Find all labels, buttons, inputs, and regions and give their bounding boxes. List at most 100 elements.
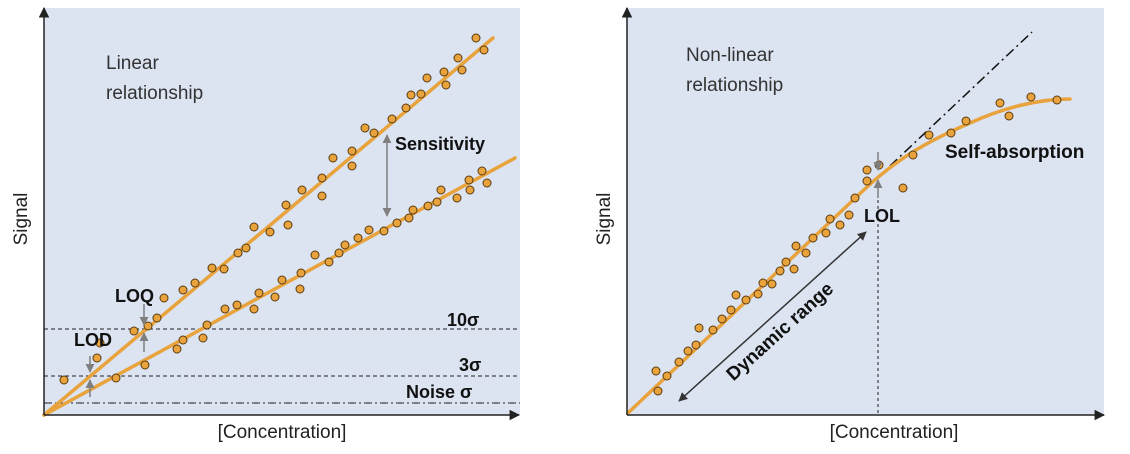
left-panel-label-line1: Linear [106,53,159,74]
nonlinear-data-point [862,165,872,175]
nonlinear-data-point [1052,95,1062,105]
shallow-data-point [364,225,374,235]
nonlinear-data-point [908,150,918,160]
steep-data-point [347,161,357,171]
ten-sigma-label: 10σ [447,310,479,330]
nonlinear-data-point [874,160,884,170]
steep-data-point [219,264,229,274]
nonlinear-data-point [651,366,661,376]
steep-data-point [347,146,357,156]
steep-data-point [471,33,481,43]
shallow-data-point [295,284,305,294]
steep-fit-line [42,36,495,417]
shallow-data-point [232,300,242,310]
steep-data-point [360,123,370,133]
steep-data-point [441,80,451,90]
steep-data-point [207,263,217,273]
shallow-data-point [220,304,230,314]
steep-data-point [439,67,449,77]
shallow-data-point [172,344,182,354]
nonlinear-data-point [961,116,971,126]
steep-data-point [178,285,188,295]
shallow-data-point [452,193,462,203]
shallow-data-point [310,250,320,260]
loq-label: LOQ [115,286,154,306]
nonlinear-data-point [946,128,956,138]
right-panel: Non-linear relationship Self-absorption … [594,6,1106,443]
nonlinear-data-point [995,98,1005,108]
nonlinear-data-point [801,248,811,258]
steep-data-point [143,321,153,331]
steep-data-point [159,293,169,303]
left-shallow-points [111,166,492,383]
right-y-axis-label: Signal [594,193,615,246]
steep-data-point [387,114,397,124]
nonlinear-data-point [683,346,693,356]
shallow-data-point [198,333,208,343]
steep-data-point [59,375,69,385]
dynamic-range-arrow [678,231,867,402]
nonlinear-data-point [898,183,908,193]
shallow-data-point [334,248,344,258]
nonlinear-data-point [821,228,831,238]
steep-data-point [190,278,200,288]
shallow-data-point [111,373,121,383]
shallow-data-point [270,292,280,302]
nonlinear-data-point [775,266,785,276]
left-panel: Linear relationship Sensitivity LOQ LOD … [11,6,521,443]
nonlinear-data-point [726,305,736,315]
nonlinear-data-point [924,130,934,140]
steep-data-point [129,326,139,336]
nonlinear-data-point [835,220,845,230]
nonlinear-data-point [653,386,663,396]
lol-label: LOL [864,206,900,226]
left-panel-label-line2: relationship [106,83,203,104]
nonlinear-data-point [844,210,854,220]
nonlinear-data-point [789,264,799,274]
right-panel-label-line2: relationship [686,75,783,96]
left-x-axis-label: [Concentration] [218,422,347,443]
shallow-data-point [408,205,418,215]
shallow-data-point [254,288,264,298]
nonlinear-data-point [808,233,818,243]
shallow-data-point [432,197,442,207]
shallow-data-point [178,335,188,345]
nonlinear-data-point [674,357,684,367]
steep-data-point [297,185,307,195]
nonlinear-data-point [767,279,777,289]
nonlinear-data-point [731,290,741,300]
steep-data-point [406,90,416,100]
nonlinear-data-point [850,193,860,203]
nonlinear-data-point [717,314,727,324]
linear-extrapolation-line [627,31,1033,414]
steep-data-point [401,103,411,113]
nonlinear-data-point [862,176,872,186]
nonlinear-data-point [708,325,718,335]
shallow-data-point [277,275,287,285]
nonlinear-data-point [791,241,801,251]
three-sigma-label: 3σ [459,355,481,375]
steep-data-point [92,353,102,363]
shallow-data-point [379,226,389,236]
nonlinear-data-point [1026,92,1036,102]
nonlinear-data-point [1004,111,1014,121]
steep-data-point [453,53,463,63]
shallow-data-point [464,175,474,185]
steep-data-point [152,313,162,323]
sensitivity-label: Sensitivity [395,134,485,154]
shallow-data-point [423,201,433,211]
steep-data-point [317,173,327,183]
steep-data-point [283,220,293,230]
shallow-data-point [392,218,402,228]
shallow-data-point [482,178,492,188]
steep-data-point [281,200,291,210]
steep-data-point [369,128,379,138]
right-x-axis-label: [Concentration] [830,422,959,443]
shallow-data-point [340,240,350,250]
right-panel-label-line1: Non-linear [686,45,774,66]
shallow-data-point [404,213,414,223]
nonlinear-data-point [753,289,763,299]
nonlinear-data-point [825,214,835,224]
steep-data-point [328,153,338,163]
